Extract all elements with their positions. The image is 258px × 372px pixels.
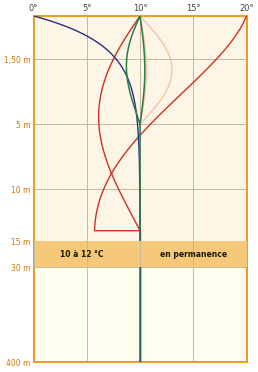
FancyBboxPatch shape xyxy=(34,241,247,362)
Text: en permanence: en permanence xyxy=(160,250,227,259)
FancyBboxPatch shape xyxy=(34,241,247,267)
Text: 10 à 12 °C: 10 à 12 °C xyxy=(60,250,103,259)
